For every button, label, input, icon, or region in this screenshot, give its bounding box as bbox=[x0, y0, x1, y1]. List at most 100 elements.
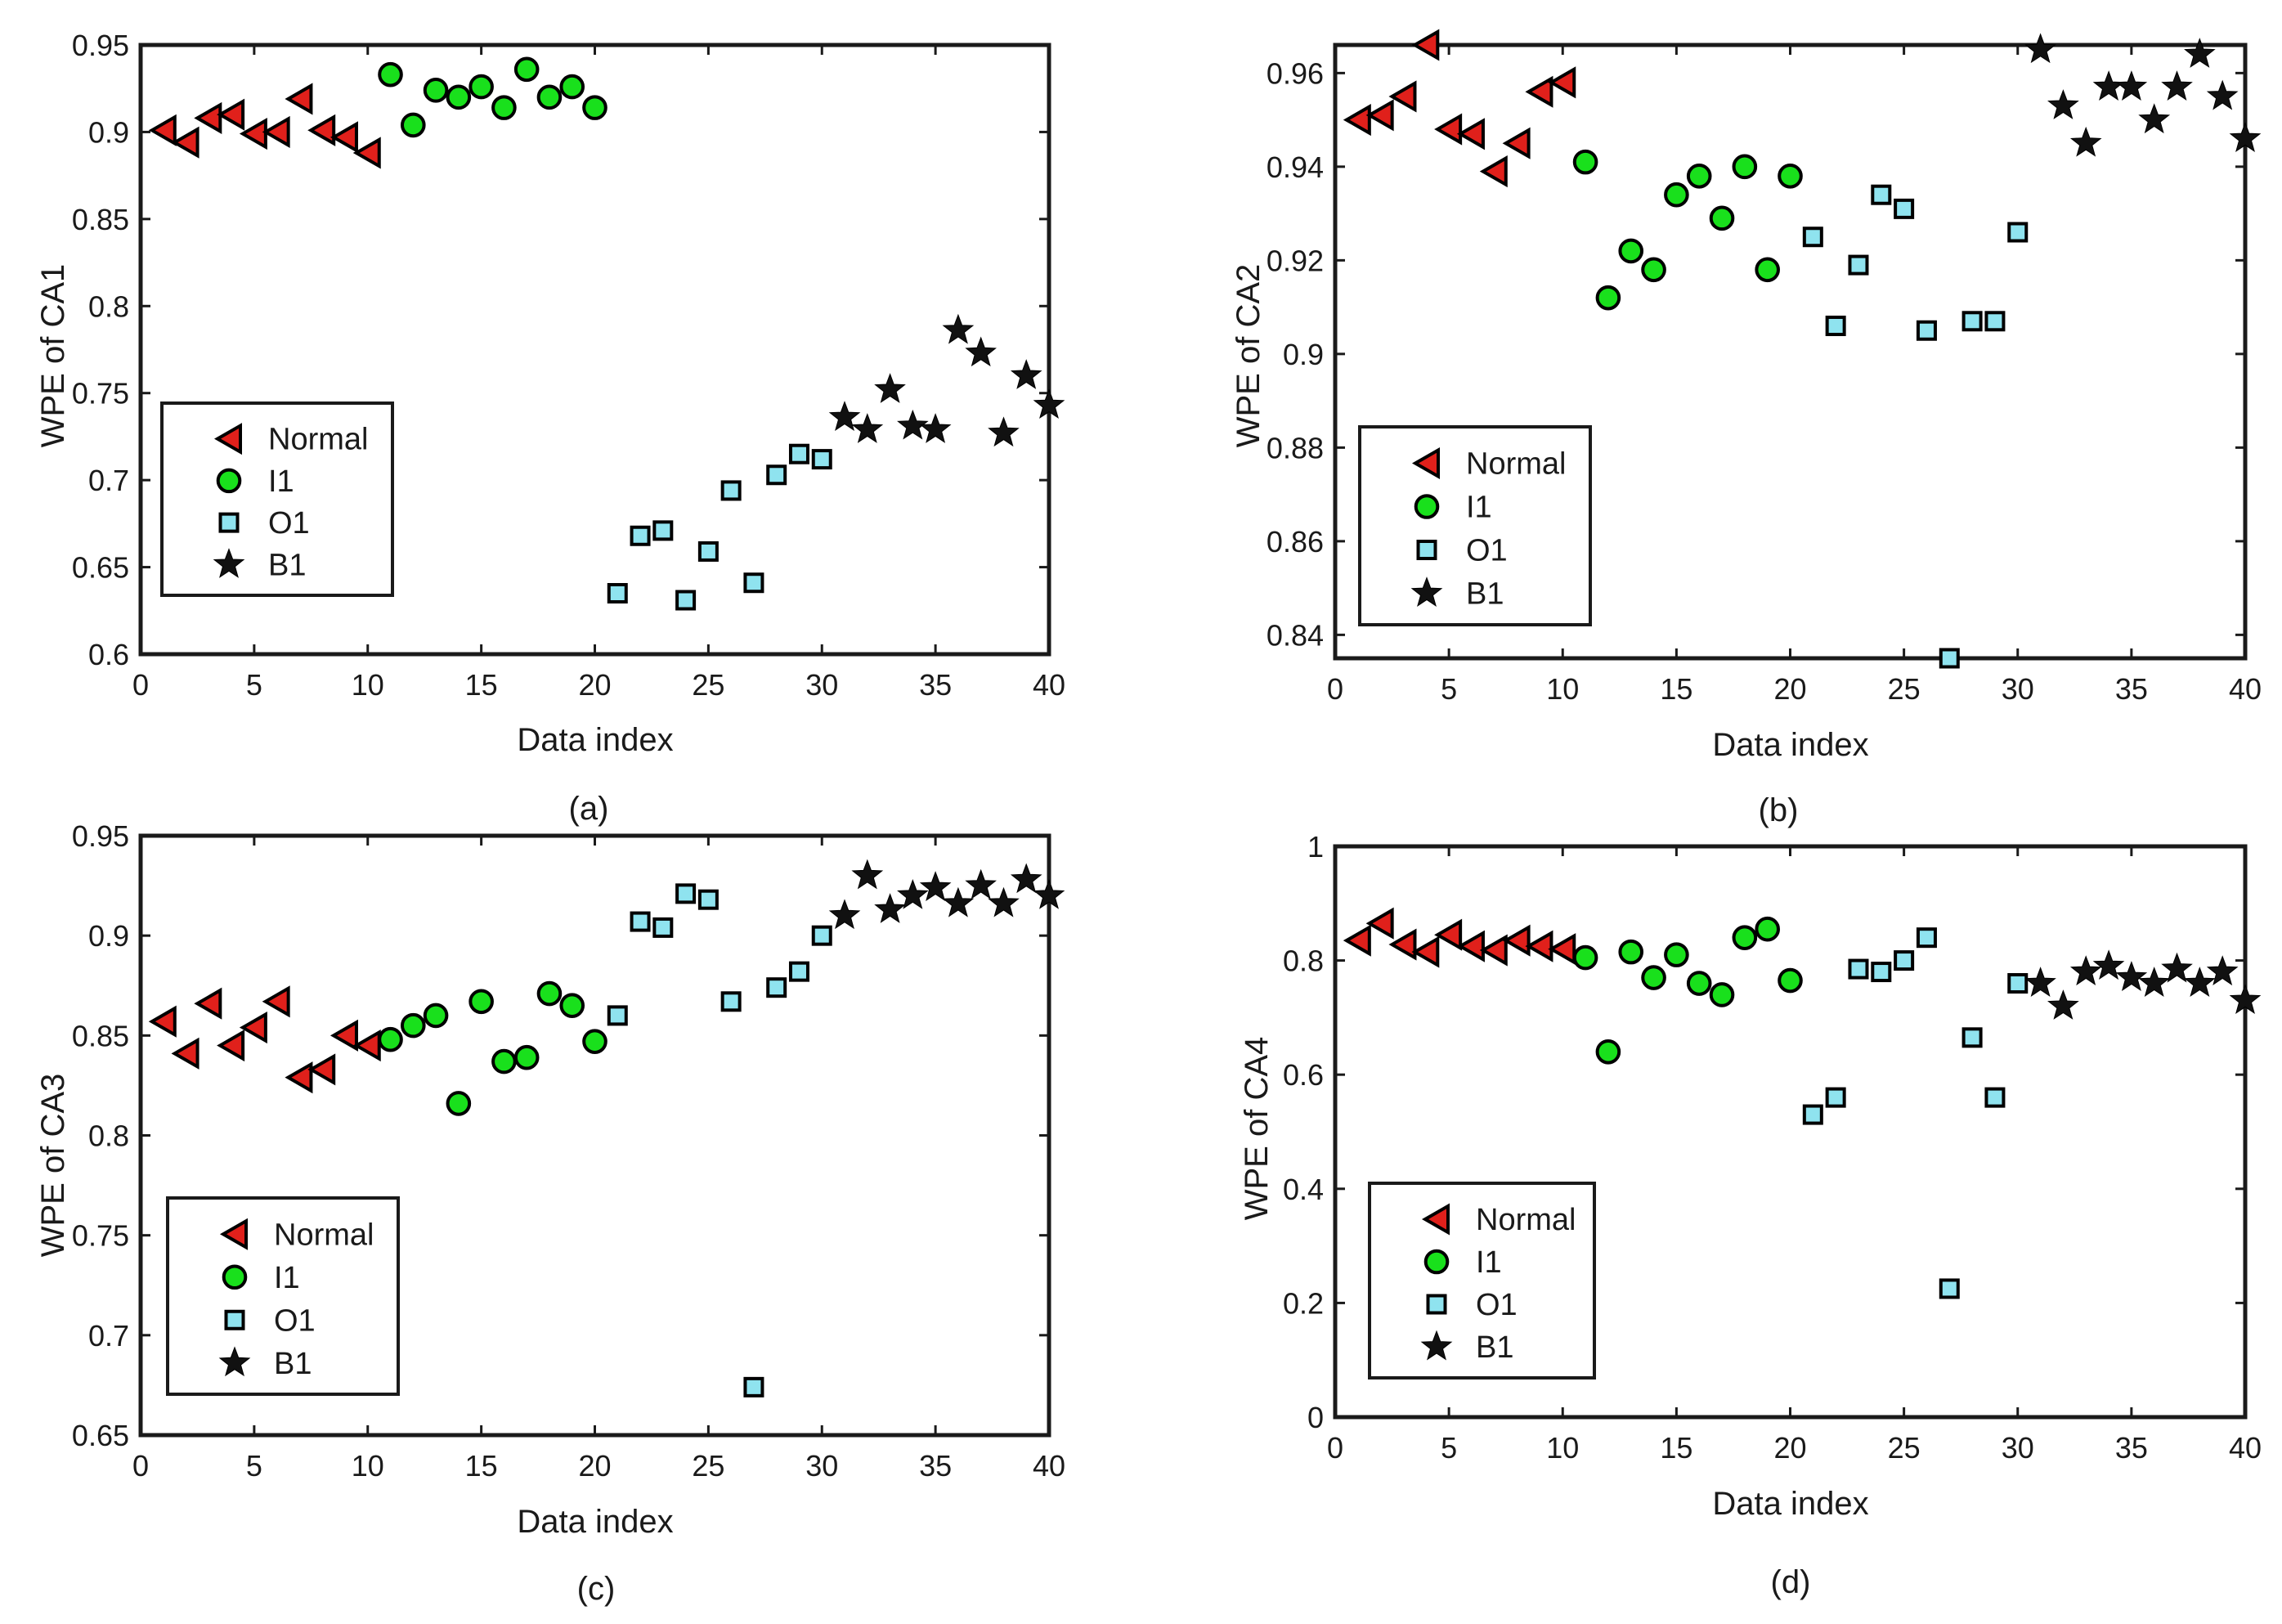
panel-a-point-i1 bbox=[378, 61, 403, 87]
panel-b-xtick-label: 40 bbox=[2229, 672, 2262, 706]
panel-c-point-o1 bbox=[675, 883, 697, 904]
panel-c: 0 5 10 15 20 25 30 35 40 0.65 0.7 0.75 0.8 0.85 0.9 0.9… bbox=[35, 819, 1065, 1607]
panel-c-xtick-label: 0 bbox=[132, 1449, 149, 1483]
panel-d-point-normal bbox=[1411, 935, 1440, 968]
panel-b-point-b1 bbox=[2229, 122, 2262, 152]
panel-d-point-i1 bbox=[1778, 967, 1803, 994]
panel-d-point-b1 bbox=[2206, 955, 2239, 986]
panel-b-point-o1 bbox=[1894, 198, 1915, 219]
panel-d-point-i1 bbox=[1664, 942, 1689, 967]
panel-a-point-i1 bbox=[446, 84, 472, 110]
panel-a-point-o1 bbox=[788, 443, 809, 464]
panel-d-point-i1 bbox=[1686, 971, 1712, 996]
panel-d-legend-marker-i1 bbox=[1423, 1249, 1450, 1275]
panel-a-ytick-label: 0.75 bbox=[72, 377, 129, 410]
panel-a-point-i1 bbox=[401, 112, 426, 138]
panel-b-ytick-label: 0.92 bbox=[1267, 244, 1324, 277]
panel-a-point-normal bbox=[239, 118, 267, 150]
panel-c-point-o1 bbox=[652, 917, 674, 938]
panel-b-point-normal bbox=[1365, 99, 1394, 132]
panel-c-point-o1 bbox=[607, 1005, 628, 1026]
panel-c-point-o1 bbox=[788, 961, 809, 982]
panel-d-point-normal bbox=[1434, 918, 1463, 951]
panel-c-ytick-label: 0.8 bbox=[88, 1119, 129, 1153]
panel-b-point-b1 bbox=[2138, 103, 2171, 134]
panel-b-point-i1 bbox=[1686, 164, 1712, 189]
panel-d-point-normal bbox=[1388, 928, 1417, 961]
panel-b-point-i1 bbox=[1572, 149, 1598, 175]
panel-d-ytick-label: 0 bbox=[1307, 1401, 1324, 1434]
panel-d-point-b1 bbox=[2069, 955, 2102, 986]
panel-c-point-normal bbox=[262, 985, 290, 1018]
panel-a-xtick-label: 30 bbox=[805, 668, 838, 702]
panel-d-point-b1 bbox=[2047, 989, 2079, 1020]
panel-b-xtick-label: 35 bbox=[2115, 672, 2148, 706]
panel-c-point-normal bbox=[148, 1005, 177, 1038]
panel-c-legend-marker-normal bbox=[219, 1218, 248, 1250]
panel-c-legend-marker-o1 bbox=[224, 1309, 245, 1330]
panel-a-point-b1 bbox=[1010, 359, 1042, 389]
panel-b-ylabel: WPE of CA2 bbox=[1231, 264, 1267, 448]
panel-a-point-b1 bbox=[965, 336, 997, 367]
panel-d-xtick-label: 35 bbox=[2115, 1431, 2148, 1465]
panel-a-point-o1 bbox=[630, 525, 651, 546]
panel-d-point-o1 bbox=[1961, 1027, 1983, 1048]
panel-c-point-b1 bbox=[919, 871, 952, 901]
panel-b-point-b1 bbox=[2206, 79, 2239, 110]
panel-c-legend-label-b1: B1 bbox=[274, 1347, 312, 1381]
panel-d-ytick-label: 1 bbox=[1307, 830, 1324, 864]
panel-b-legend-marker-normal bbox=[1411, 446, 1440, 480]
panel-b-legend-label-i1: I1 bbox=[1466, 491, 1492, 525]
panel-a-point-i1 bbox=[559, 74, 585, 100]
panel-d-point-o1 bbox=[1871, 962, 1892, 983]
panel-a-ytick-label: 0.7 bbox=[88, 464, 129, 497]
panel-c-point-i1 bbox=[378, 1026, 403, 1052]
panel-d-point-normal bbox=[1456, 930, 1485, 962]
panel-a-point-o1 bbox=[607, 583, 628, 603]
panel-d-ytick-label: 0.4 bbox=[1283, 1173, 1324, 1206]
panel-c-point-i1 bbox=[513, 1044, 540, 1070]
panel-d-xlabel: Data index bbox=[1712, 1486, 1868, 1522]
panel-c-legend-label-normal: Normal bbox=[274, 1218, 374, 1252]
panel-c-xtick-label: 25 bbox=[692, 1449, 724, 1483]
panel-d-xtick-label: 30 bbox=[2002, 1431, 2034, 1465]
panel-b-point-i1 bbox=[1778, 164, 1803, 189]
panel-b-point-o1 bbox=[1802, 227, 1823, 248]
panel-d-point-b1 bbox=[2115, 961, 2148, 991]
panel-c-point-o1 bbox=[766, 977, 787, 998]
panel-a-point-normal bbox=[194, 101, 222, 134]
panel-c-xlabel: Data index bbox=[517, 1504, 673, 1540]
panel-b-point-o1 bbox=[1916, 320, 1937, 341]
panel-b-point-i1 bbox=[1664, 182, 1689, 208]
panel-a-legend-marker-b1 bbox=[213, 548, 245, 578]
panel-c-ytick-label: 0.75 bbox=[72, 1219, 129, 1253]
panel-b: 0 5 10 15 20 25 30 35 40 0.84 0.86 0.88 0.9 0.92 0.94 0… bbox=[1231, 29, 2262, 828]
panel-b-point-normal bbox=[1548, 66, 1576, 99]
panel-a-xtick-label: 20 bbox=[578, 668, 611, 702]
panel-a-point-o1 bbox=[675, 590, 697, 611]
panel-b-ytick-label: 0.88 bbox=[1267, 431, 1324, 464]
panel-c-legend-box bbox=[166, 1196, 400, 1396]
panel-b-point-normal bbox=[1411, 29, 1440, 61]
panel-b-point-b1 bbox=[2092, 70, 2125, 101]
panel-c-point-b1 bbox=[897, 878, 929, 909]
panel-a-legend-label-o1: O1 bbox=[268, 506, 310, 541]
panel-c-xtick-label: 5 bbox=[246, 1449, 262, 1483]
panel-a-point-normal bbox=[285, 83, 313, 115]
panel-c-ytick-label: 0.65 bbox=[72, 1419, 129, 1452]
panel-d-legend-label-b1: B1 bbox=[1476, 1330, 1513, 1365]
panel-b-point-b1 bbox=[2115, 70, 2148, 101]
panel-c-point-i1 bbox=[446, 1091, 472, 1116]
panel-c-point-b1 bbox=[874, 893, 906, 923]
panel-b-point-normal bbox=[1525, 75, 1553, 108]
panel-c-point-b1 bbox=[942, 886, 975, 917]
panel-d-point-o1 bbox=[1802, 1104, 1823, 1125]
panel-b-ytick-label: 0.84 bbox=[1267, 618, 1324, 652]
panel-a-xtick-label: 35 bbox=[919, 668, 952, 702]
panel-d-point-i1 bbox=[1732, 925, 1758, 950]
panel-d-xtick-label: 40 bbox=[2229, 1431, 2262, 1465]
panel-b-legend-marker-b1 bbox=[1410, 576, 1443, 607]
panel-a-ytick-label: 0.95 bbox=[72, 29, 129, 62]
panel-a-legend-marker-o1 bbox=[218, 512, 240, 533]
panel-a-point-b1 bbox=[988, 416, 1020, 447]
